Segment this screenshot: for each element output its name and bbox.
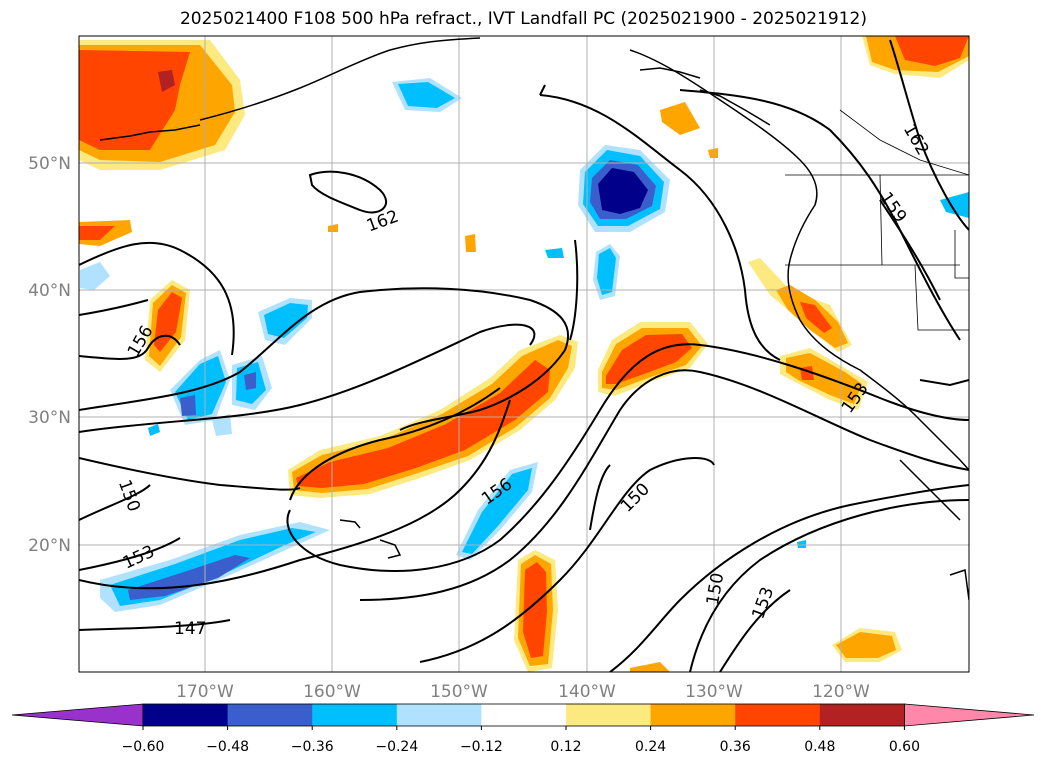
- colorbar-segment: [566, 704, 652, 726]
- graticule: [79, 36, 969, 672]
- lat-label-30: 30°N: [28, 408, 71, 428]
- colorbar-tick-label: −0.48: [206, 739, 249, 755]
- colorbar-segment: [819, 704, 905, 726]
- colorbar-tick-label: −0.36: [291, 739, 334, 755]
- contour-label-147: 147: [174, 619, 206, 639]
- lon-label-130w: 130°W: [685, 682, 743, 702]
- shade-speck-2: [708, 148, 718, 158]
- shade-blue-speck: [797, 540, 806, 548]
- colorbar-segment: [481, 704, 567, 726]
- map-frame: [78, 35, 970, 673]
- colorbar-segment: [735, 704, 821, 726]
- shade-blue-a-strong: [180, 395, 196, 416]
- map-title: 2025021400 F108 500 hPa refract., IVT La…: [179, 9, 867, 29]
- colorbar-segment: [312, 704, 398, 726]
- colorbar-tick-label: −0.24: [375, 739, 418, 755]
- shade-west-red: [79, 226, 115, 240]
- shade-ne-blue-max: [598, 168, 648, 214]
- colorbar-arrow-left: [11, 703, 144, 727]
- shade-tr-strong: [895, 36, 969, 66]
- shade-blue-d: [212, 414, 232, 436]
- map-panel: 162 159 156 153 150 147 162 156 150 153 …: [79, 36, 969, 672]
- shade-coast2-mid: [786, 353, 862, 404]
- shade-blue-small-mid: [597, 248, 616, 295]
- lon-label-160w: 160°W: [303, 682, 361, 702]
- colorbar-segment: [650, 704, 736, 726]
- latitude-labels: 50°N 40°N 30°N 20°N: [28, 154, 71, 556]
- shade-south-speck: [630, 662, 670, 672]
- lat-label-20: 20°N: [28, 536, 71, 556]
- shade-coast-strong: [800, 302, 832, 333]
- colorbar-ticks: −0.60 −0.48 −0.36 −0.24 −0.12 0.12 0.24 0.36 0.4…: [122, 726, 920, 755]
- colorbar-tick-label: 0.36: [720, 739, 751, 755]
- colorbar-segment: [143, 704, 229, 726]
- colorbar-tick-label: 0.48: [804, 739, 835, 755]
- colorbar: −0.60 −0.48 −0.36 −0.24 −0.12 0.12 0.24 0.36 0.4…: [11, 703, 1035, 755]
- shade-se-mid: [836, 632, 896, 658]
- shade-diag-mid: [462, 468, 532, 554]
- lon-label-120w: 120°W: [812, 682, 870, 702]
- colorbar-tick-label: −0.60: [122, 739, 165, 755]
- shade-blue-b-strong: [244, 372, 256, 390]
- shade-speck-3: [465, 234, 476, 252]
- colorbar-segment: [396, 704, 482, 726]
- shade-blue-e: [148, 424, 160, 436]
- lat-label-40: 40°N: [28, 281, 71, 301]
- longitude-labels: 170°W 160°W 150°W 140°W 130°W 120°W: [176, 682, 870, 702]
- colorbar-arrow-right: [904, 703, 1035, 727]
- shade-south-strong: [523, 562, 547, 658]
- colorbar-frame: [142, 703, 905, 727]
- lon-label-140w: 140°W: [558, 682, 616, 702]
- lat-label-50: 50°N: [28, 154, 71, 174]
- colorbar-tick-label: 0.12: [550, 739, 581, 755]
- refractivity-contours: [79, 39, 969, 672]
- shade-top-blue-mid: [398, 82, 455, 108]
- coastlines: [99, 37, 969, 601]
- colorbar-segment: [227, 704, 313, 726]
- shade-speck-4: [328, 224, 338, 232]
- lon-label-150w: 150°W: [430, 682, 488, 702]
- lon-label-170w: 170°W: [176, 682, 234, 702]
- colorbar-tick-label: −0.12: [460, 739, 503, 755]
- colorbar-tick-label: 0.24: [635, 739, 666, 755]
- colorbar-tick-label: 0.60: [889, 739, 920, 755]
- shade-blue-f: [80, 262, 110, 290]
- shade-blue-c-mid: [264, 303, 308, 338]
- colorbar-segments: [11, 703, 1035, 727]
- shade-ar-strong: [296, 360, 550, 488]
- shade-blue-tiny: [545, 248, 564, 258]
- shade-speck-1: [660, 102, 700, 135]
- shade-nw-max: [158, 70, 175, 92]
